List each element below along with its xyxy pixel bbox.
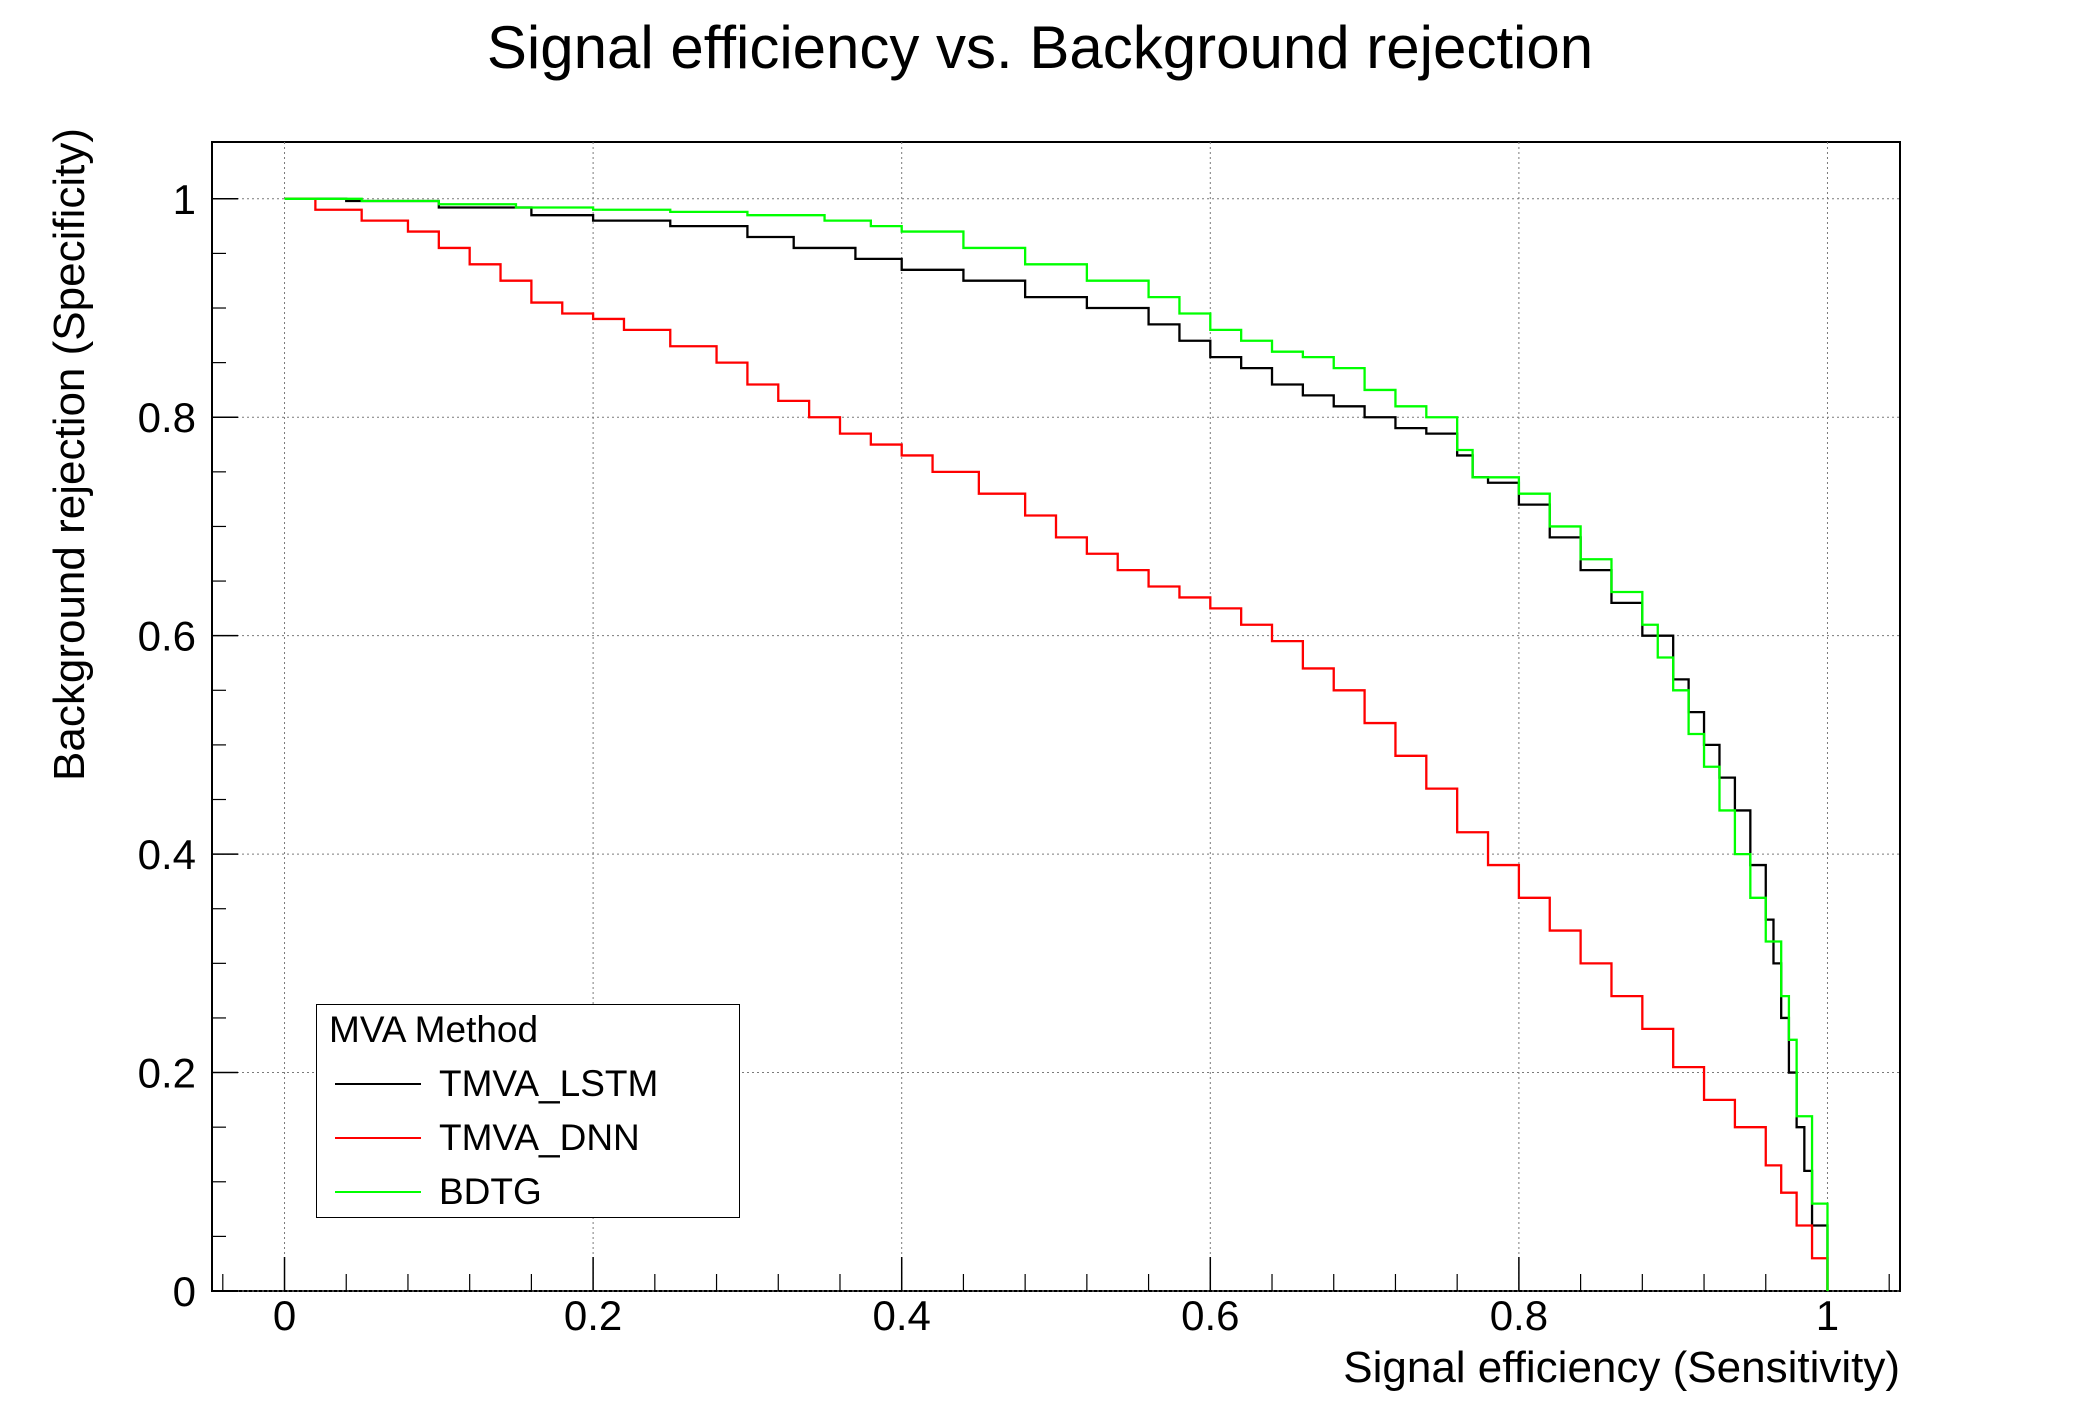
x-tick-label-1: 0.2	[564, 1292, 622, 1339]
series-line-tmva-dnn	[284, 197, 1829, 1291]
legend-label-tmva-dnn: TMVA_DNN	[439, 1117, 640, 1158]
x-tick-label-3: 0.6	[1181, 1292, 1239, 1339]
y-tick-label-0: 0	[173, 1268, 196, 1315]
legend-swatch-bdtg	[335, 1191, 421, 1193]
x-tick-label-0: 0	[273, 1292, 296, 1339]
legend-item-tmva-dnn: TMVA_DNN	[335, 1117, 735, 1158]
x-tick-label-4: 0.8	[1490, 1292, 1548, 1339]
legend-label-bdtg: BDTG	[439, 1171, 542, 1212]
chart-title: Signal efficiency vs. Background rejecti…	[487, 14, 1593, 81]
legend-swatch-tmva-lstm	[335, 1083, 421, 1085]
y-tick-label-2: 0.4	[138, 831, 196, 878]
y-tick-label-3: 0.6	[138, 613, 196, 660]
x-tick-label-5: 1	[1816, 1292, 1839, 1339]
legend-swatch-tmva-dnn	[335, 1137, 421, 1139]
plot-frame	[211, 141, 1901, 1292]
legend-title: MVA Method	[329, 1009, 539, 1050]
x-axis-label: Signal efficiency (Sensitivity)	[1343, 1343, 1900, 1392]
legend-item-tmva-lstm: TMVA_LSTM	[335, 1063, 735, 1104]
series-layer	[284, 197, 1829, 1291]
legend-label-tmva-lstm: TMVA_LSTM	[439, 1063, 659, 1104]
legend-item-bdtg: BDTG	[335, 1171, 735, 1212]
y-tick-label-5: 1	[173, 176, 196, 223]
y-axis-label: Background rejection (Specificity)	[45, 128, 94, 781]
y-tick-label-4: 0.8	[138, 394, 196, 441]
legend: MVA Method TMVA_LSTM TMVA_DNN BDTG	[316, 1004, 740, 1218]
series-line-tmva-lstm	[284, 197, 1829, 1291]
y-tick-label-1: 0.2	[138, 1050, 196, 1097]
series-line-bdtg	[284, 197, 1829, 1291]
x-tick-label-2: 0.4	[873, 1292, 931, 1339]
tick-layer: 0 0.2 0.4 0.6 0.8 1 0 0.2 0.4 0.6 0.8 1	[138, 176, 1890, 1339]
